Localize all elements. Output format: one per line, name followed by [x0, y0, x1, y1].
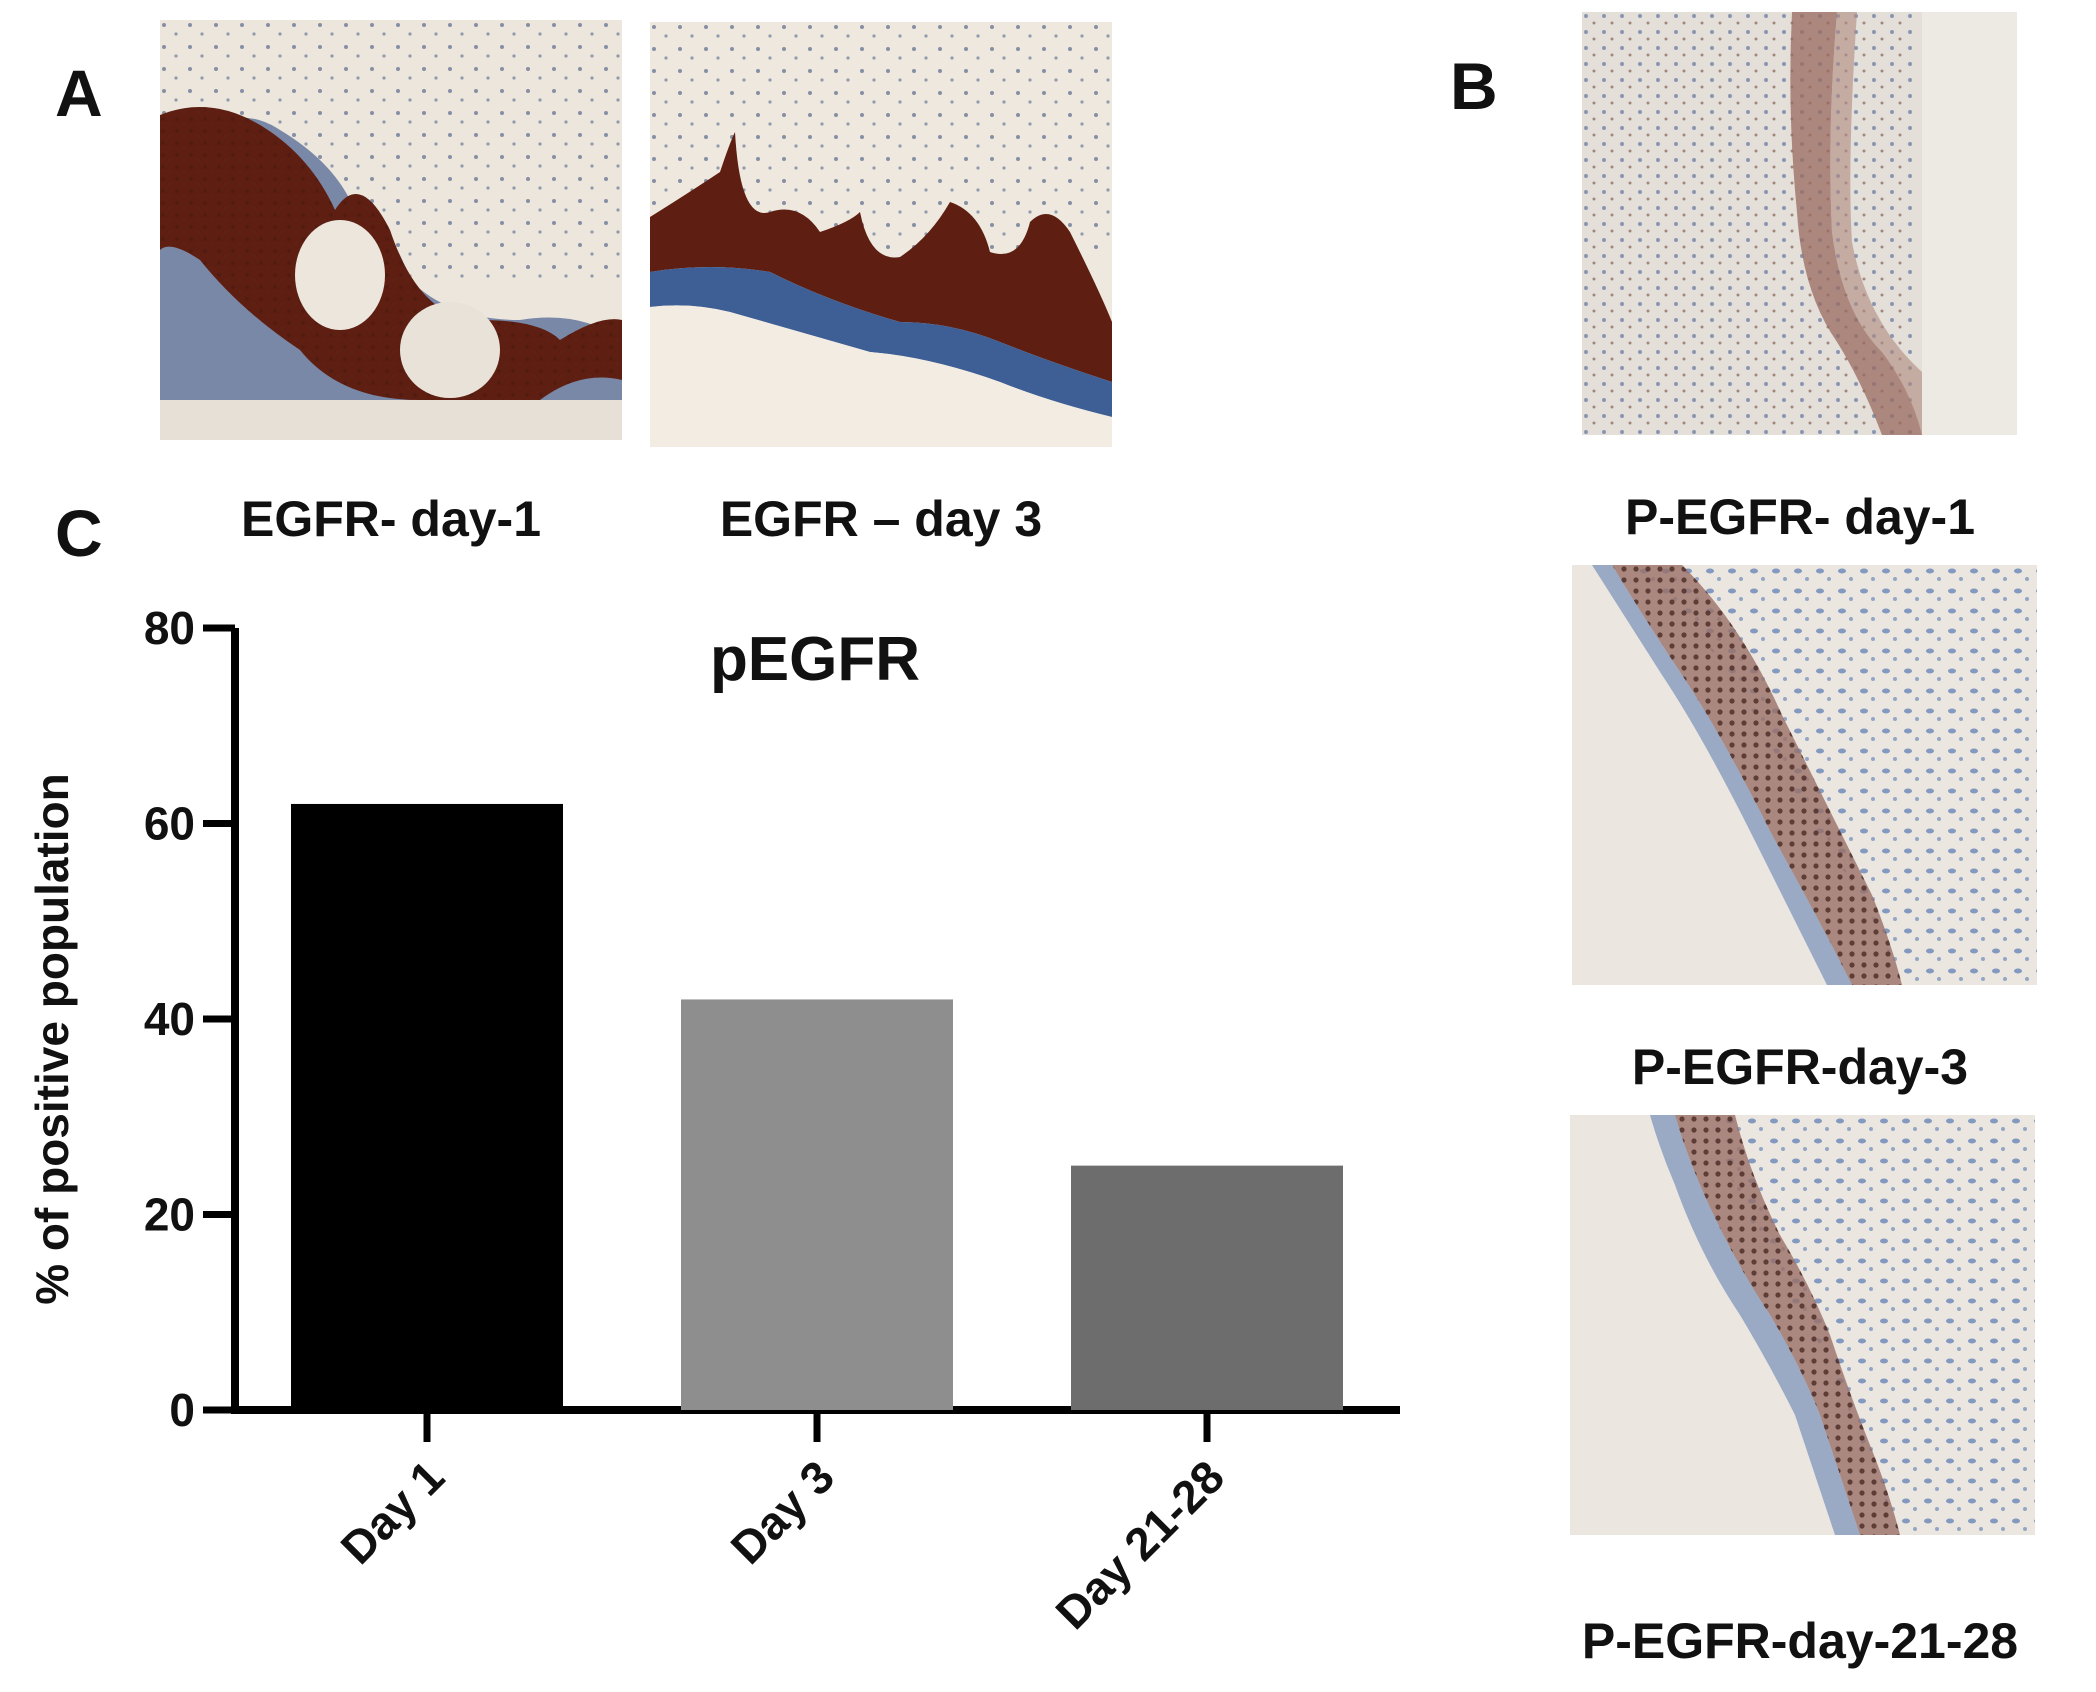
y-tick-label: 20 [144, 1189, 195, 1241]
pegfr-day3-caption: P-EGFR-day-3 [1631, 1039, 1969, 1095]
y-tick-label: 80 [144, 602, 195, 654]
panel-a-letter: A [55, 56, 103, 130]
bar-day-21-28 [1071, 1165, 1343, 1410]
panel-c-letter: C [55, 496, 103, 570]
y-tick-label: 0 [169, 1384, 195, 1436]
x-tick-label: Day 3 [721, 1450, 845, 1574]
x-tick-label: Day 1 [331, 1450, 455, 1574]
x-tick-label: Day 21-28 [1045, 1450, 1234, 1639]
pegfr-day21-28-caption: P-EGFR-day-21-28 [1581, 1613, 2019, 1669]
y-tick-label: 60 [144, 798, 195, 850]
pegfr-day1-caption: P-EGFR- day-1 [1624, 489, 1976, 545]
y-axis-title: % of positive population [26, 773, 78, 1305]
pegfr-day1-micrograph [1582, 12, 2017, 435]
pegfr-day21-28-micrograph [1570, 1115, 2035, 1535]
pegfr-bar-chart: 0 20 40 60 80 Day 1 Day 3 Day 21-28 pEGFR % of … [26, 602, 1400, 1639]
egfr-day3-caption: EGFR – day 3 [719, 491, 1043, 547]
egfr-day1-caption: EGFR- day-1 [240, 491, 542, 547]
chart-title: pEGFR [710, 625, 920, 694]
pegfr-day3-micrograph [1572, 565, 2037, 985]
egfr-day3-micrograph [650, 22, 1112, 447]
y-tick-label: 40 [144, 993, 195, 1045]
bar-day-3 [681, 999, 953, 1410]
egfr-day1-micrograph [160, 20, 622, 440]
panel-b-letter: B [1450, 49, 1498, 123]
bar-day-1 [291, 803, 563, 1410]
